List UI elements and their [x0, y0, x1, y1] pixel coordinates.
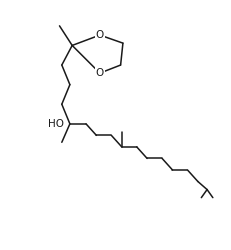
Text: O: O	[95, 68, 103, 78]
Text: O: O	[95, 30, 103, 40]
Text: HO: HO	[48, 119, 64, 129]
